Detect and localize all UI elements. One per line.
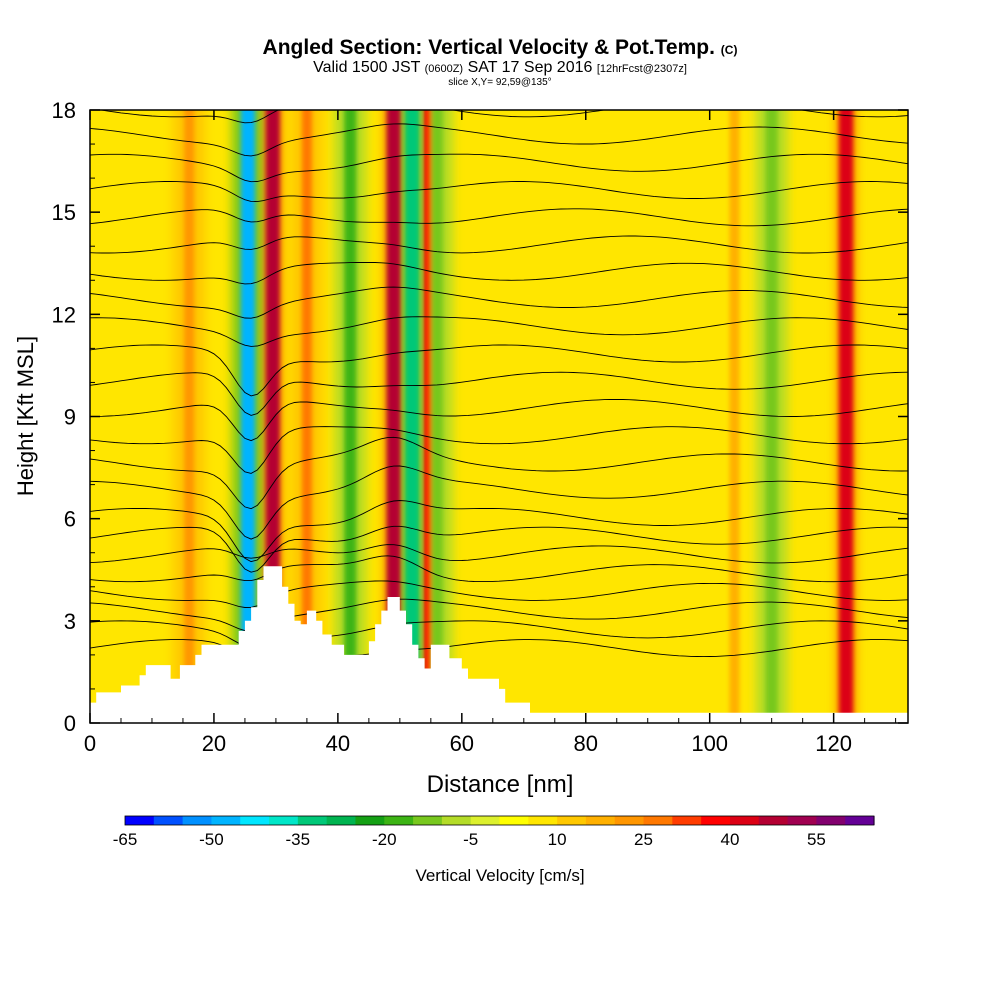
- isentrope-14: [90, 316, 908, 347]
- colorbar-swatch-6: [297, 816, 328, 825]
- isentrope-19: [90, 181, 908, 203]
- colorbar-tick-label-5: 10: [548, 830, 567, 849]
- colorbar-swatch-15: [557, 816, 587, 825]
- x-tick-label-6: 120: [815, 731, 852, 756]
- updraft-band-2: [184, 110, 195, 723]
- y-tick-label-2: 6: [64, 507, 76, 532]
- chart-title: Angled Section: Vertical Velocity & Pot.…: [0, 36, 1000, 60]
- isentrope-3: [90, 580, 908, 608]
- chart-title-text: Angled Section: Vertical Velocity & Pot.…: [262, 36, 715, 59]
- colorbar-tick-label-2: -35: [286, 830, 311, 849]
- colorbar-swatch-9: [384, 816, 414, 825]
- y-tick-label-5: 15: [52, 200, 76, 225]
- isentrope-1: [90, 620, 908, 648]
- updraft-band-4: [301, 110, 312, 723]
- colorbar-tick-label-3: -20: [372, 830, 397, 849]
- axes: 0 20 40 60 80 100 120 0 3 6 9 12 15 18: [52, 98, 908, 756]
- colorbar-swatch-16: [585, 816, 616, 825]
- colorbar-swatch-22: [758, 816, 789, 825]
- colorbar-swatch-20: [701, 816, 731, 825]
- colorbar-tick-label-1: -50: [199, 830, 224, 849]
- isentrope-2: [90, 598, 908, 632]
- colorbar: -65 -50 -35 -20 -5 10 25 40 55: [113, 815, 875, 849]
- x-axis-title: Distance [nm]: [427, 771, 574, 798]
- colorbar-swatch-24: [816, 816, 846, 825]
- colorbar-swatch-11: [441, 816, 472, 825]
- y-tick-label-4: 12: [52, 302, 76, 327]
- downdraft-band-1: [344, 110, 357, 723]
- slice-info: slice X,Y= 92,59@135°: [448, 77, 552, 88]
- colorbar-swatch-23: [787, 816, 817, 825]
- colorbar-tick-label-7: 40: [721, 830, 740, 849]
- x-tick-label-2: 40: [326, 731, 350, 756]
- colorbar-swatch-19: [672, 816, 702, 825]
- isentrope-6: [90, 525, 908, 573]
- isentrope-7: [90, 500, 908, 563]
- colorbar-swatch-5: [269, 816, 299, 825]
- colorbar-swatch-3: [211, 816, 241, 825]
- colorbar-swatch-1: [153, 816, 184, 825]
- isentrope-18: [90, 208, 908, 227]
- downdraft-band-2: [431, 110, 444, 723]
- y-tick-label-1: 3: [64, 609, 76, 634]
- x-tick-label-4: 80: [574, 731, 598, 756]
- colorbar-swatch-25: [845, 816, 875, 825]
- isentrope-4: [90, 555, 908, 583]
- isentrope-20: [90, 153, 908, 183]
- utc-time: (0600Z): [424, 63, 464, 75]
- colorbar-tick-label-0: -65: [113, 830, 138, 849]
- isentrope-11: [90, 399, 908, 442]
- updraft-band-6: [729, 110, 740, 723]
- colorbar-swatch-10: [413, 816, 443, 825]
- x-tick-label-3: 60: [450, 731, 474, 756]
- colorbar-frame: [124, 815, 875, 826]
- colorbar-swatch-18: [643, 816, 673, 825]
- chart-subtitle: Valid 1500 JST (0600Z) SAT 17 Sep 2016 […: [0, 59, 1000, 77]
- isentrope-13: [90, 344, 908, 397]
- updraft-band-3: [839, 110, 854, 723]
- forecast-info: [12hrFcst@2307z]: [596, 63, 687, 75]
- terrain: [90, 566, 908, 723]
- valid-date: SAT 17 Sep 2016: [467, 59, 593, 76]
- x-tick-label-1: 20: [202, 731, 226, 756]
- downdraft-band-4: [765, 110, 778, 723]
- colorbar-swatch-21: [729, 816, 760, 825]
- isentrope-16: [90, 262, 908, 285]
- x-tick-label-0: 0: [84, 731, 96, 756]
- colorbar-swatch-17: [614, 816, 645, 825]
- colorbar-swatch-12: [470, 816, 501, 825]
- isentrope-8: [90, 465, 908, 540]
- isentrope-10: [90, 426, 908, 474]
- copyright-mark: (C): [720, 43, 738, 57]
- x-tick-label-5: 100: [691, 731, 728, 756]
- y-tick-label-6: 18: [52, 98, 76, 123]
- field-narrow-bands: [184, 110, 854, 723]
- colorbar-tick-label-6: 25: [634, 830, 653, 849]
- isentrope-21: [90, 123, 908, 157]
- downdraft-band-0: [241, 110, 256, 723]
- isentrope-9: [90, 436, 908, 510]
- colorbar-swatch-0: [125, 816, 155, 825]
- colorbar-swatch-13: [499, 816, 529, 825]
- isentrope-15: [90, 286, 908, 319]
- colorbar-tick-label-4: -5: [463, 830, 478, 849]
- isentrope-12: [90, 371, 908, 416]
- plot-area: [90, 110, 908, 723]
- isentrope-5: [90, 544, 908, 564]
- y-tick-label-0: 0: [64, 711, 76, 736]
- valid-time: Valid 1500 JST: [313, 59, 421, 76]
- colorbar-swatch-2: [182, 816, 213, 825]
- y-tick-label-3: 9: [64, 405, 76, 430]
- colorbar-swatch-8: [355, 816, 385, 825]
- colorbar-tick-label-8: 55: [807, 830, 826, 849]
- colorbar-swatch-4: [240, 816, 270, 825]
- colorbar-swatch-14: [528, 816, 558, 825]
- colorbar-label: Vertical Velocity [cm/s]: [415, 866, 584, 885]
- colorbar-swatch-7: [326, 816, 357, 825]
- isentrope-22: [97, 110, 908, 124]
- y-axis-title: Height [Kft MSL]: [13, 336, 38, 496]
- downdraft-band-3: [405, 110, 420, 723]
- isentrope-17: [90, 235, 908, 254]
